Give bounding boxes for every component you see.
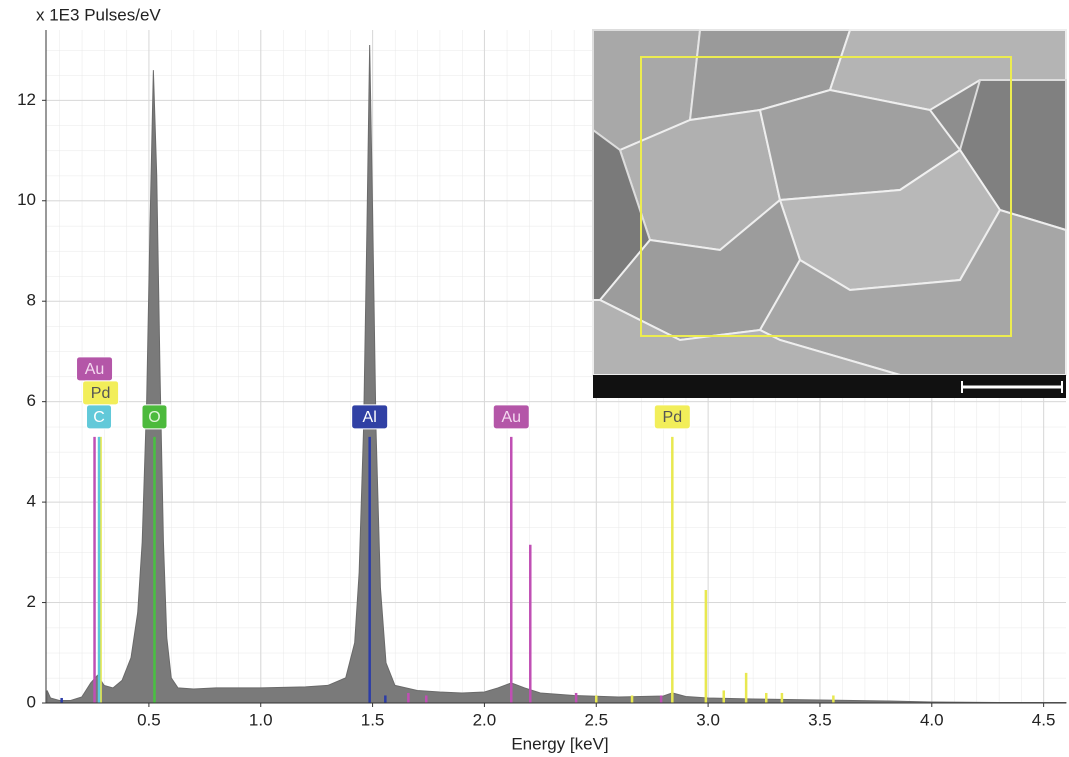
x-axis-label: Energy [keV] xyxy=(511,734,608,753)
x-tick-label: 1.5 xyxy=(361,710,385,729)
x-tick-label: 3.0 xyxy=(696,710,720,729)
element-label: Pd xyxy=(91,385,111,402)
y-tick-label: 12 xyxy=(17,90,36,109)
y-axis-label: x 1E3 Pulses/eV xyxy=(36,5,161,24)
element-label: Au xyxy=(85,361,105,378)
x-tick-label: 3.5 xyxy=(808,710,832,729)
element-label: C xyxy=(93,409,105,426)
x-tick-label: 4.5 xyxy=(1032,710,1056,729)
x-tick-label: 2.0 xyxy=(473,710,497,729)
element-label: O xyxy=(148,409,160,426)
element-label: Au xyxy=(501,409,521,426)
y-tick-label: 4 xyxy=(27,492,36,511)
sem-image xyxy=(593,30,1066,398)
element-label: Al xyxy=(363,409,377,426)
x-tick-label: 1.0 xyxy=(249,710,273,729)
x-tick-label: 0.5 xyxy=(137,710,161,729)
x-tick-label: 2.5 xyxy=(584,710,608,729)
chart: x 1E3 Pulses/eV Energy [keV] 0 2 4 6 8 10 12 0.… xyxy=(0,0,1069,757)
x-tick-label: 4.0 xyxy=(920,710,944,729)
y-tick-label: 0 xyxy=(27,692,36,711)
y-tick-label: 6 xyxy=(27,391,36,410)
y-tick-label: 8 xyxy=(27,291,36,310)
y-tick-label: 2 xyxy=(27,592,36,611)
element-label: Pd xyxy=(663,409,683,426)
y-tick-label: 10 xyxy=(17,190,36,209)
